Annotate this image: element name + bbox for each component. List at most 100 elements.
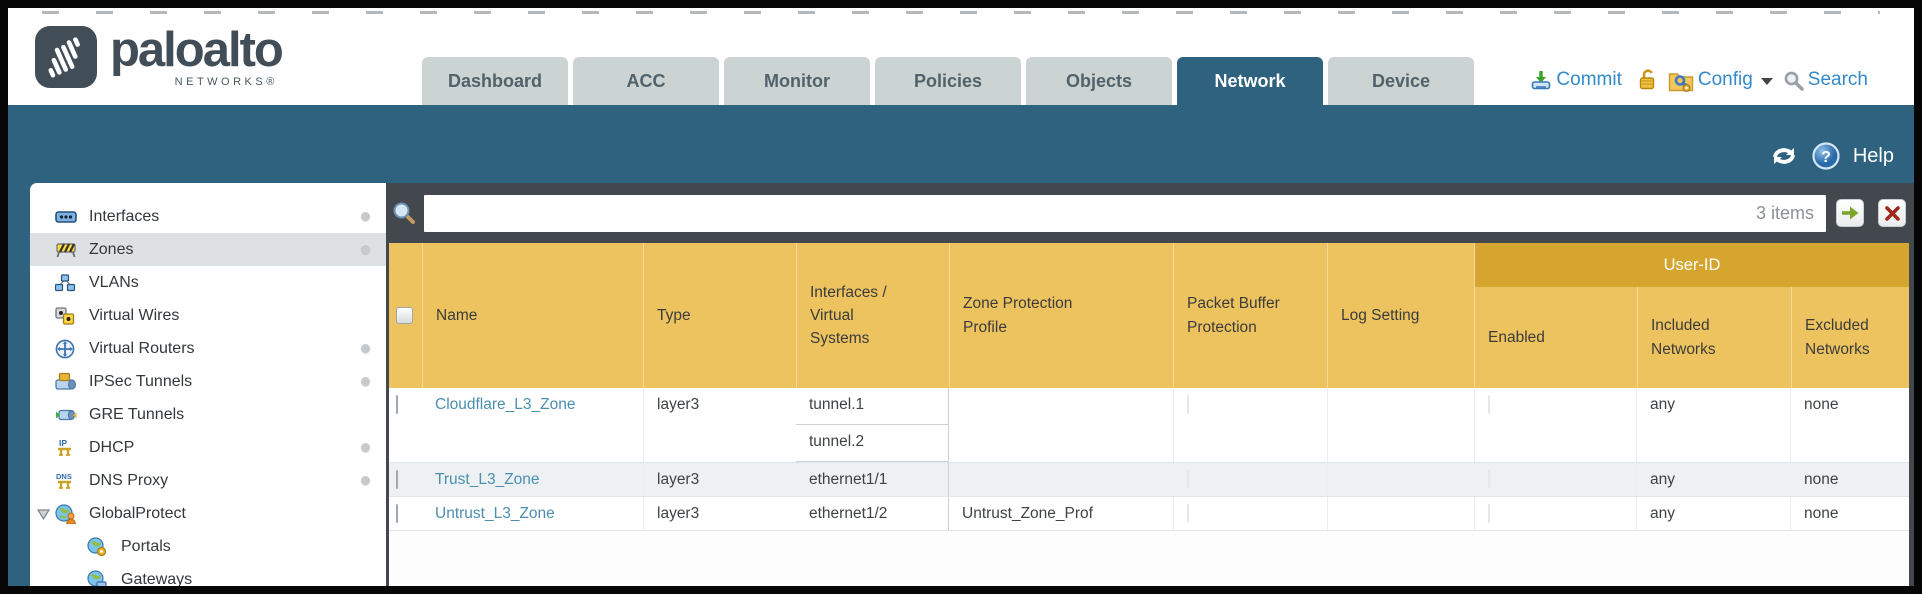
sidebar-item-dns-proxy[interactable]: DNS DNS Proxy: [30, 464, 386, 497]
user-id-enabled-checkbox[interactable]: [1488, 395, 1490, 414]
user-id-enabled-checkbox[interactable]: [1488, 504, 1490, 523]
sidebar-item-portals[interactable]: Portals: [30, 530, 386, 563]
sidebar-item-globalprotect[interactable]: GlobalProtect: [30, 497, 386, 530]
gre-tunnels-icon: [55, 404, 82, 426]
tab-objects[interactable]: Objects: [1026, 57, 1172, 105]
sidebar-item-zones[interactable]: Zones: [30, 233, 386, 266]
dns-proxy-icon: DNS: [55, 470, 82, 492]
lock-icon[interactable]: [1636, 68, 1658, 92]
interface-item: ethernet1/1: [809, 471, 888, 488]
column-header-packet-buffer-protection[interactable]: Packet Buffer Protection: [1173, 243, 1327, 388]
virtual-wires-icon: [55, 305, 82, 327]
clear-filter-button[interactable]: [1878, 199, 1906, 227]
tab-policies[interactable]: Policies: [875, 57, 1021, 105]
tab-monitor[interactable]: Monitor: [724, 57, 870, 105]
column-header-name[interactable]: Name: [422, 243, 643, 388]
content-area: Interfaces Zones VLANs Vir: [8, 183, 1914, 586]
user-id-enabled-checkbox[interactable]: [1488, 470, 1490, 489]
commit-link[interactable]: Commit: [1556, 69, 1622, 90]
top-edge-dashes: [42, 11, 1880, 14]
tab-network[interactable]: Network: [1177, 57, 1323, 105]
filter-bar: 3 items: [389, 183, 1909, 243]
sidebar-item-label: Gateways: [121, 570, 193, 587]
expander-icon[interactable]: [36, 507, 51, 525]
zone-name-link[interactable]: Cloudflare_L3_Zone: [435, 396, 576, 413]
sidebar-item-virtual-routers[interactable]: Virtual Routers: [30, 332, 386, 365]
row-checkbox[interactable]: [396, 395, 398, 414]
items-count: 3 items: [1755, 202, 1814, 223]
row-checkbox[interactable]: [396, 504, 398, 523]
status-dot: [361, 476, 370, 485]
interface-item: tunnel.2: [796, 425, 948, 462]
column-header-interfaces[interactable]: Interfaces / Virtual Systems: [796, 243, 949, 388]
sidebar-item-gre-tunnels[interactable]: GRE Tunnels: [30, 398, 386, 431]
sidebar-item-virtual-wires[interactable]: Virtual Wires: [30, 299, 386, 332]
column-header-zone-protection-profile[interactable]: Zone Protection Profile: [949, 243, 1173, 388]
svg-text:DNS: DNS: [56, 472, 72, 481]
status-dot: [361, 245, 370, 254]
column-header-log-setting[interactable]: Log Setting: [1327, 243, 1474, 388]
search-icon[interactable]: [1783, 70, 1804, 91]
commit-icon[interactable]: [1530, 69, 1552, 91]
sidebar-item-gateways[interactable]: Gateways: [30, 563, 386, 586]
network-sidebar: Interfaces Zones VLANs Vir: [30, 183, 386, 586]
refresh-icon[interactable]: [1769, 143, 1799, 169]
select-all-checkbox[interactable]: [396, 307, 413, 324]
sidebar-item-label: VLANs: [89, 273, 139, 291]
sidebar-item-label: DHCP: [89, 438, 135, 456]
column-header-included-networks[interactable]: Included Networks: [1637, 287, 1791, 388]
packet-buffer-protection-cell: [1173, 497, 1327, 530]
user-id-group-header: User-ID: [1475, 243, 1909, 287]
packet-buffer-checkbox[interactable]: [1187, 504, 1189, 523]
help-link[interactable]: Help: [1852, 144, 1894, 167]
included-networks-cell: any: [1636, 388, 1790, 462]
table-row: Cloudflare_L3_Zone layer3 tunnel.1 tunne…: [389, 388, 1909, 463]
packet-buffer-checkbox[interactable]: [1187, 470, 1189, 489]
zone-interfaces-cell: tunnel.1 tunnel.2: [796, 388, 949, 462]
sidebar-item-interfaces[interactable]: Interfaces: [30, 200, 386, 233]
brand-subtitle: NETWORKS®: [174, 76, 278, 88]
tab-dashboard[interactable]: Dashboard: [422, 57, 568, 105]
config-link[interactable]: Config: [1697, 69, 1753, 90]
zone-name-link[interactable]: Untrust_L3_Zone: [435, 505, 555, 522]
column-header-type[interactable]: Type: [643, 243, 796, 388]
included-networks-cell: any: [1636, 463, 1790, 496]
tab-acc[interactable]: ACC: [573, 57, 719, 105]
packet-buffer-checkbox[interactable]: [1187, 395, 1189, 414]
svg-text:IP: IP: [59, 438, 67, 448]
column-header-enabled[interactable]: Enabled: [1488, 328, 1545, 346]
config-caret-icon[interactable]: [1760, 78, 1773, 85]
vlans-icon: [55, 272, 82, 294]
top-action-links: Commit Config Search: [1530, 68, 1872, 92]
sidebar-item-ipsec-tunnels[interactable]: IPSec Tunnels: [30, 365, 386, 398]
sidebar-item-vlans[interactable]: VLANs: [30, 266, 386, 299]
sidebar-item-dhcp[interactable]: IP DHCP: [30, 431, 386, 464]
log-setting-cell: [1327, 463, 1474, 496]
panos-window: paloalto NETWORKS® Dashboard ACC Monitor…: [8, 8, 1914, 586]
excluded-networks-cell: none: [1790, 463, 1838, 496]
config-icon[interactable]: [1668, 69, 1694, 92]
sidebar-item-label: DNS Proxy: [89, 471, 169, 489]
apply-filter-button[interactable]: [1836, 199, 1864, 227]
filter-search-icon[interactable]: [392, 201, 416, 225]
zone-interfaces-cell: ethernet1/1: [796, 463, 949, 496]
column-header-excluded-networks[interactable]: Excluded Networks: [1791, 287, 1909, 388]
row-checkbox[interactable]: [396, 470, 398, 489]
sidebar-item-label: Portals: [121, 537, 171, 555]
zone-name-link[interactable]: Trust_L3_Zone: [435, 471, 540, 488]
status-dot: [361, 443, 370, 452]
main-panel: 3 items Name Type Interfaces / Virtual S…: [386, 183, 1914, 586]
zones-icon: [55, 239, 82, 261]
excluded-networks-cell: none: [1790, 388, 1838, 462]
paloalto-logo: paloalto NETWORKS®: [34, 21, 284, 89]
help-icon[interactable]: ?: [1812, 142, 1840, 170]
filter-input[interactable]: [424, 194, 1756, 232]
excluded-networks-cell: none: [1790, 497, 1838, 530]
search-link[interactable]: Search: [1807, 69, 1868, 90]
sidebar-item-label: GlobalProtect: [89, 504, 186, 522]
tab-device[interactable]: Device: [1328, 57, 1474, 105]
zones-table-body: Cloudflare_L3_Zone layer3 tunnel.1 tunne…: [389, 388, 1909, 586]
main-nav-tabs: Dashboard ACC Monitor Policies Objects N…: [422, 57, 1474, 105]
dhcp-icon: IP: [55, 437, 82, 459]
